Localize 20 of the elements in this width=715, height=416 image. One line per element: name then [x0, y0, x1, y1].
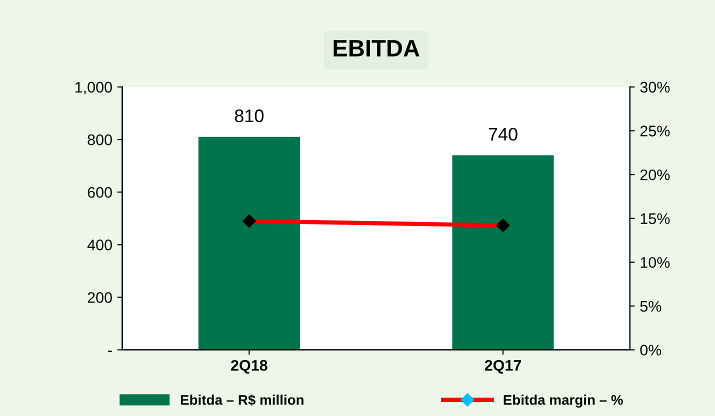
- data-label: 810: [234, 109, 264, 122]
- y2-tick-label: 10%: [640, 257, 670, 268]
- y-tick-label: 600: [88, 186, 112, 198]
- chart-title: EBITDA: [334, 40, 420, 56]
- y2-tick-label: 25%: [640, 126, 670, 136]
- y-tick-label: -: [108, 350, 112, 352]
- x-tick-label: 2Q18: [231, 360, 268, 374]
- y2-tick-label: 0%: [640, 344, 662, 356]
- y2-tick-label: 30%: [640, 82, 670, 93]
- y2-tick-label: 20%: [640, 169, 670, 180]
- legend-label: Ebitda margin – %: [504, 394, 623, 408]
- y2-tick-label: 5%: [640, 300, 662, 312]
- x-tick-label: 2Q17: [484, 360, 522, 374]
- y-tick-label: 400: [87, 240, 112, 250]
- y-tick-label: 1,000: [75, 82, 112, 94]
- data-label: 740: [488, 128, 518, 141]
- y-tick-label: 800: [88, 134, 112, 146]
- legend-label: Ebitda – R$ million: [180, 394, 304, 406]
- y2-tick-label: 15%: [640, 213, 670, 224]
- y-tick-label: 200: [88, 292, 112, 303]
